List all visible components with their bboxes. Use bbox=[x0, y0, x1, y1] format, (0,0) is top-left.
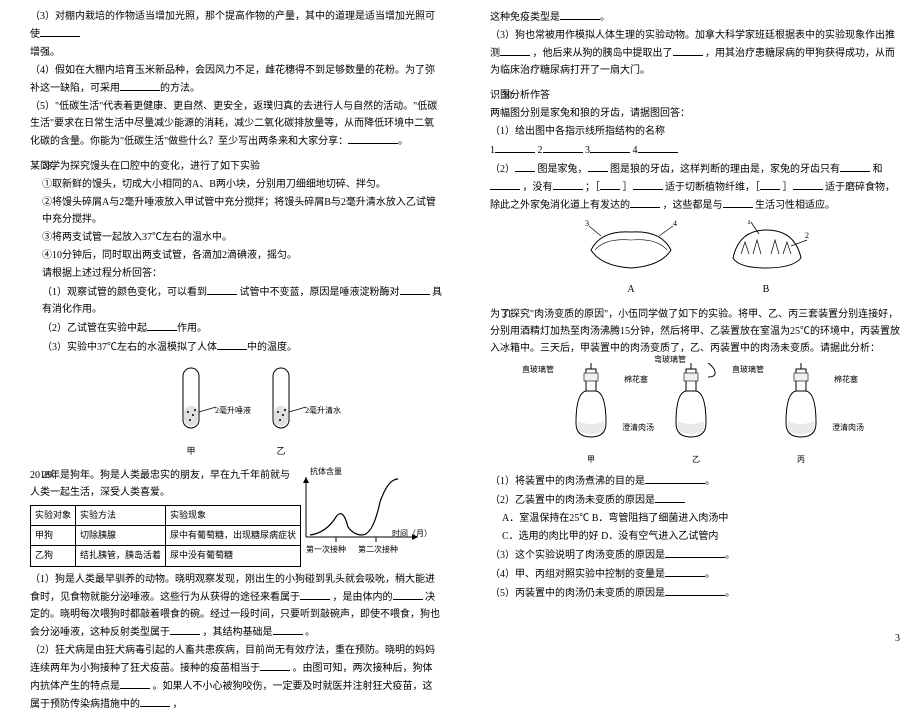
chart-xlabel: 时间（月） bbox=[392, 527, 432, 541]
q31-q3: （3）这个实验说明了肉汤变质的原因是。 bbox=[490, 546, 902, 564]
antibody-chart: 抗体含量 时间（月） 第一次接种 第二次接种 bbox=[288, 467, 428, 563]
flask2-name: 乙 bbox=[656, 453, 736, 467]
q30-num: 30. bbox=[502, 87, 515, 104]
page-number: 3 bbox=[895, 630, 900, 647]
flask-yi: 弯玻璃管 乙 bbox=[656, 363, 736, 466]
lbl-mian3: 棉花塞 bbox=[834, 373, 858, 387]
q28-block: 28. 某同学为探究馒头在口腔中的变化，进行了如下实验 ①取新鲜的馒头，切成大小… bbox=[30, 158, 442, 459]
q31-block: 31. 为了探究"肉汤变质的原因"，小伍同学做了如下的实验。将甲、乙、丙三套装置… bbox=[490, 306, 902, 602]
flask-bing: 直玻璃管 棉花塞 澄清肉汤 丙 bbox=[766, 363, 836, 466]
tube-yi: 2毫升清水 乙 bbox=[251, 362, 311, 459]
teeth-figure: 3 4 A 1 2 B bbox=[490, 220, 902, 298]
q28-q1: （1）观察试管的颜色变化，可以看到 试管中不变蓝，原因是唾液淀粉酶对 具有消化作… bbox=[30, 283, 442, 318]
q30-q1: （1）给出图中各指示线所指结构的名称 bbox=[490, 123, 902, 140]
q29-block: 29. 2018年是狗年。狗是人类最忠实的朋友，早在九千年前就与人类一起生活，深… bbox=[30, 467, 442, 713]
q31-num: 31. bbox=[502, 306, 515, 323]
q29-p2: （2）狂犬病是由狂犬病毒引起的人畜共患疾病，目前尚无有效疗法，重在预防。晓明的妈… bbox=[30, 642, 442, 713]
q27-block: （3）对棚内栽培的作物适当增加光照，那个提高作物的产量，其中的道理是适当增加光照… bbox=[30, 8, 442, 150]
tube2-label: 2毫升清水 bbox=[305, 404, 341, 418]
r1c3: 尿中有葡萄糖，出现糖尿病症状 bbox=[166, 526, 301, 546]
q30-intro: 两幅图分别是家兔和狼的牙齿，请据图回答： bbox=[490, 105, 902, 122]
q29c-p3: 这种免疫类型是。 bbox=[490, 8, 902, 26]
teeth-A: 3 4 A bbox=[581, 220, 681, 298]
q27-5: （5）"低碳生活"代表着更健康、更自然、更安全，返璞归真的去进行人与自然的活动。… bbox=[30, 98, 442, 150]
q31-q2: （2）乙装置中的肉汤未变质的原因是 bbox=[490, 491, 902, 509]
q31-q4: （4）甲、丙组对照实验中控制的变量是。 bbox=[490, 565, 902, 583]
q28-figure: 2毫升唾液 甲 2毫升清水 乙 bbox=[30, 362, 442, 459]
q28-q3: （3）实验中37℃左右的水温模拟了人体中的温度。 bbox=[30, 338, 442, 356]
teeth-B: 1 2 B bbox=[721, 220, 811, 298]
q31-optA: A．室温保持在25℃ B．弯管阻挡了细菌进入肉汤中 bbox=[490, 510, 902, 527]
lbl-tang1: 澄清肉汤 bbox=[622, 421, 654, 435]
lbl-zhi: 直玻璃管 bbox=[522, 363, 554, 377]
q27-3b: 增强。 bbox=[30, 44, 442, 61]
lbl-mian1: 棉花塞 bbox=[624, 373, 648, 387]
th1: 实验对象 bbox=[31, 505, 76, 525]
q28-s4: ④10分钟后，同时取出两支试管，各滴加2滴碘液，摇匀。 bbox=[30, 247, 442, 264]
q31-optC: C．选用的肉比甲的好 D．没有空气进入乙试管内 bbox=[490, 528, 902, 545]
lbl-zhi3: 直玻璃管 bbox=[732, 363, 764, 377]
figA-label: A bbox=[581, 281, 681, 298]
r1c1: 甲狗 bbox=[31, 526, 76, 546]
lbl-wan: 弯玻璃管 bbox=[654, 353, 686, 367]
tube-jia: 2毫升唾液 甲 bbox=[161, 362, 221, 459]
q28-s5: 请根据上述过程分析回答： bbox=[30, 265, 442, 282]
q29-p1: （1）狗是人类最早驯养的动物。晓明观察发现，刚出生的小狗碰到乳头就会吸吮，稍大能… bbox=[30, 571, 442, 641]
chart-ylabel: 抗体含量 bbox=[310, 465, 342, 479]
q28-s2: ②将馒头碎屑A与2毫升唾液放入甲试管中充分搅拌；将馒头碎屑B与2毫升清水放入乙试… bbox=[30, 194, 442, 228]
q29-intro: 2018年是狗年。狗是人类最忠实的朋友，早在九千年前就与人类一起生活，深受人类喜… bbox=[30, 467, 290, 501]
q28-s3: ③将两支试管一起放入37℃左右的温水中。 bbox=[30, 229, 442, 246]
r2c3: 尿中没有葡萄糖 bbox=[166, 546, 301, 566]
flask3-name: 丙 bbox=[766, 453, 836, 467]
r2c1: 乙狗 bbox=[31, 546, 76, 566]
flask-jia: 直玻璃管 棉花塞 澄清肉汤 甲 bbox=[556, 363, 626, 466]
q29c-block: 这种免疫类型是。 （3）狗也常被用作模拟人体生理的实验动物。加拿大科学家班廷根据… bbox=[490, 8, 902, 79]
q30-block: 30. 识图分析作答 两幅图分别是家兔和狼的牙齿，请据图回答： （1）给出图中各… bbox=[490, 87, 902, 298]
r1c2: 切除胰腺 bbox=[76, 526, 166, 546]
tube1-name: 甲 bbox=[186, 444, 195, 459]
q28-s1: ①取新鲜的馒头，切成大小相同的A、B两小块，分别用刀细细地切碎、拌匀。 bbox=[30, 176, 442, 193]
tube2-name: 乙 bbox=[276, 444, 285, 459]
q29-num: 29. bbox=[42, 467, 55, 484]
q27-4: （4）假如在大棚内培育玉米新品种，会因风力不足，雌花穗得不到足够数量的花粉。为了… bbox=[30, 62, 442, 97]
q28-num: 28. bbox=[42, 158, 55, 175]
th2: 实验方法 bbox=[76, 505, 166, 525]
q30-nums: 1 2 3 4 bbox=[490, 141, 902, 159]
q31-q5: （5）丙装置中的肉汤仍未变质的原因是。 bbox=[490, 584, 902, 602]
q31-intro: 为了探究"肉汤变质的原因"，小伍同学做了如下的实验。将甲、乙、丙三套装置分别连接… bbox=[490, 306, 902, 357]
svg-text:3: 3 bbox=[585, 220, 589, 228]
chart-x1: 第一次接种 bbox=[306, 543, 346, 557]
svg-text:1: 1 bbox=[747, 220, 751, 226]
q30-title: 识图分析作答 bbox=[490, 87, 902, 104]
lbl-tang3: 澄清肉汤 bbox=[832, 421, 864, 435]
q28-intro: 某同学为探究馒头在口腔中的变化，进行了如下实验 bbox=[30, 158, 442, 175]
q31-q1: （1）将装置中的肉汤煮沸的目的是。 bbox=[490, 472, 902, 490]
q29c-p4: （3）狗也常被用作模拟人体生理的实验动物。加拿大科学家班廷根据表中的实验现象作出… bbox=[490, 27, 902, 79]
figB-label: B bbox=[721, 281, 811, 298]
q28-q2: （2）乙试管在实验中起作用。 bbox=[30, 319, 442, 337]
chart-x2: 第二次接种 bbox=[358, 543, 398, 557]
tube1-label: 2毫升唾液 bbox=[215, 404, 251, 418]
soup-figure: 直玻璃管 棉花塞 澄清肉汤 甲 弯玻璃管 乙 bbox=[490, 363, 902, 466]
th3: 实验现象 bbox=[166, 505, 301, 525]
svg-text:2: 2 bbox=[805, 231, 809, 240]
q30-q2: （2） 图是家兔， 图是狼的牙齿，这样判断的理由是，家兔的牙齿只有 和 ，没有 … bbox=[490, 160, 902, 214]
right-column: 这种免疫类型是。 （3）狗也常被用作模拟人体生理的实验动物。加拿大科学家班廷根据… bbox=[460, 0, 920, 651]
q27-3: （3）对棚内栽培的作物适当增加光照，那个提高作物的产量，其中的道理是适当增加光照… bbox=[30, 8, 442, 43]
flask1-name: 甲 bbox=[556, 453, 626, 467]
q29-table: 实验对象 实验方法 实验现象 甲狗 切除胰腺 尿中有葡萄糖，出现糖尿病症状 乙狗… bbox=[30, 505, 301, 567]
r2c2: 结扎胰管，胰岛活着 bbox=[76, 546, 166, 566]
left-column: （3）对棚内栽培的作物适当增加光照，那个提高作物的产量，其中的道理是适当增加光照… bbox=[0, 0, 460, 651]
svg-text:4: 4 bbox=[673, 220, 677, 228]
